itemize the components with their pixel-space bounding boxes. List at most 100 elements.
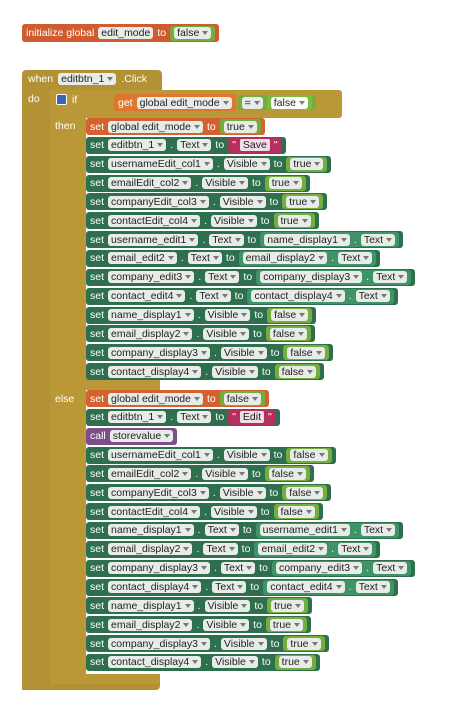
property-dropdown[interactable]: Text [373,562,408,575]
setter-block[interactable]: set usernameEdit_col1. Visible to false [86,446,336,464]
component-dropdown[interactable]: contact_edit4 [108,290,186,303]
bool-block[interactable]: true [264,175,306,191]
component-dropdown[interactable]: usernameEdit_col1 [108,158,213,171]
setter-block[interactable]: set emailEdit_col2. Visible to true [86,174,310,192]
component-dropdown[interactable]: editbtn_1 [58,73,117,85]
variable-dropdown[interactable]: global edit_mode [108,392,203,405]
set-global-block[interactable]: set global edit_mode to false [86,390,269,407]
component-dropdown[interactable]: contact_display4 [108,365,202,378]
getter-block[interactable]: contact_display4. Text [247,288,394,304]
property-dropdown[interactable]: Text [177,411,212,424]
setter-block[interactable]: set editbtn_1. Text to " Edit " [86,408,280,426]
dropdown[interactable]: true [277,214,311,227]
component-dropdown[interactable]: email_edit2 [258,543,328,556]
getter-block[interactable]: contact_edit4. Text [263,579,394,595]
bool-block[interactable]: true [283,636,325,652]
component-dropdown[interactable]: company_display3 [108,346,210,359]
setter-block[interactable]: set name_display1. Visible to true [86,597,313,615]
setter-block[interactable]: set emailEdit_col2. Visible to false [86,465,314,483]
bool-block[interactable]: false [265,326,312,342]
init-global-block[interactable]: initialize global edit_mode to false [22,24,220,42]
text-block[interactable]: " Save " [228,137,282,153]
variable-dropdown[interactable]: global edit_mode [136,96,232,109]
getter-block[interactable]: name_display1. Text [260,232,400,248]
component-dropdown[interactable]: company_edit3 [275,562,363,575]
component-dropdown[interactable]: contact_display4 [108,581,202,593]
property-dropdown[interactable]: Visible [203,327,250,340]
component-dropdown[interactable]: editbtn_1 [108,411,167,424]
property-dropdown[interactable]: Visible [223,449,270,462]
bool-block[interactable]: true [267,598,309,614]
property-dropdown[interactable]: Visible [204,309,251,321]
dropdown[interactable]: true [271,599,305,612]
getter-block[interactable]: company_edit3. Text [271,560,412,576]
component-dropdown[interactable]: email_display2 [108,543,193,556]
bool-block[interactable]: false [282,485,328,501]
setter-block[interactable]: set contact_display4. Visible to true [86,653,320,671]
variable-name[interactable]: edit_mode [98,27,154,39]
property-dropdown[interactable]: Text [360,524,396,537]
setter-block[interactable]: set company_display3. Text to company_edit3.… [86,559,416,577]
property-dropdown[interactable]: Text [196,290,231,303]
component-dropdown[interactable]: username_edit1 [108,233,199,246]
property-dropdown[interactable]: Text [220,562,256,575]
setter-block[interactable]: set contactEdit_col4. Visible to true [86,212,319,230]
component-dropdown[interactable]: companyEdit_col3 [108,195,209,208]
component-dropdown[interactable]: company_edit3 [108,271,195,284]
component-dropdown[interactable]: company_display3 [108,562,210,575]
setter-block[interactable]: set email_display2. Text to email_edit2. Text [86,540,381,558]
component-dropdown[interactable]: emailEdit_col2 [108,467,192,480]
setter-block[interactable]: set companyEdit_col3. Visible to false [86,484,332,502]
bool-block[interactable]: false [283,345,329,361]
bool-block[interactable]: true [282,194,324,210]
setter-block[interactable]: set email_edit2. Text to email_display2. Text [86,249,381,267]
set-global-block[interactable]: set global edit_mode to true [86,118,265,135]
getter-block[interactable]: username_edit1. Text [255,522,400,538]
bool-block[interactable]: true [265,617,308,633]
property-dropdown[interactable]: Text [203,543,238,556]
bool-block[interactable]: true [274,654,316,670]
dropdown[interactable]: true [290,158,324,171]
bool-block[interactable]: false [264,466,310,482]
property-dropdown[interactable]: Visible [211,505,257,518]
property-dropdown[interactable]: Visible [220,346,267,359]
bool-block[interactable]: true [273,213,315,229]
bool-block[interactable]: false [170,25,216,41]
component-dropdown[interactable]: email_display2 [108,618,193,631]
property-dropdown[interactable]: Text [338,252,373,265]
mutator-icon[interactable] [56,94,67,105]
component-dropdown[interactable]: contactEdit_col4 [108,214,201,227]
component-dropdown[interactable]: contact_edit4 [267,581,345,593]
variable-dropdown[interactable]: global edit_mode [108,120,203,133]
getter-block[interactable]: company_display3. Text [256,269,412,285]
dropdown[interactable]: false [290,449,328,462]
setter-block[interactable]: set company_display3. Visible to true [86,635,329,653]
setter-block[interactable]: set name_display1. Visible to false [86,306,317,324]
setter-block[interactable]: set editbtn_1. Text to " Save " [86,136,286,154]
bool-block[interactable]: false [267,307,313,323]
dropdown[interactable]: true [278,656,312,669]
property-dropdown[interactable]: Visible [203,618,250,631]
component-dropdown[interactable]: companyEdit_col3 [108,486,209,499]
setter-block[interactable]: set company_edit3. Text to company_display3.… [86,268,416,286]
property-dropdown[interactable]: Text [355,290,390,303]
setter-block[interactable]: set contact_display4. Visible to false [86,363,324,381]
bool-block[interactable]: false [219,391,265,406]
text-value[interactable]: Save [239,139,270,152]
component-dropdown[interactable]: company_display3 [108,637,210,650]
property-dropdown[interactable]: Text [187,252,222,265]
call-block[interactable]: call storevalue [86,427,178,445]
dropdown[interactable]: true [268,177,302,190]
bool-block[interactable]: false [266,95,312,110]
property-dropdown[interactable]: Text [177,139,212,152]
setter-block[interactable]: set contact_display4. Text to contact_edit4.… [86,578,398,596]
bool-block[interactable]: false [274,364,320,380]
bool-block[interactable]: false [273,504,319,520]
property-dropdown[interactable]: Visible [212,365,258,378]
property-dropdown[interactable]: Visible [202,467,248,480]
dropdown[interactable]: true [287,637,321,650]
dropdown[interactable]: false [287,346,325,359]
getter-block[interactable]: email_display2. Text [238,250,377,266]
property-dropdown[interactable]: Visible [212,656,258,669]
property-dropdown[interactable]: Text [204,524,239,537]
